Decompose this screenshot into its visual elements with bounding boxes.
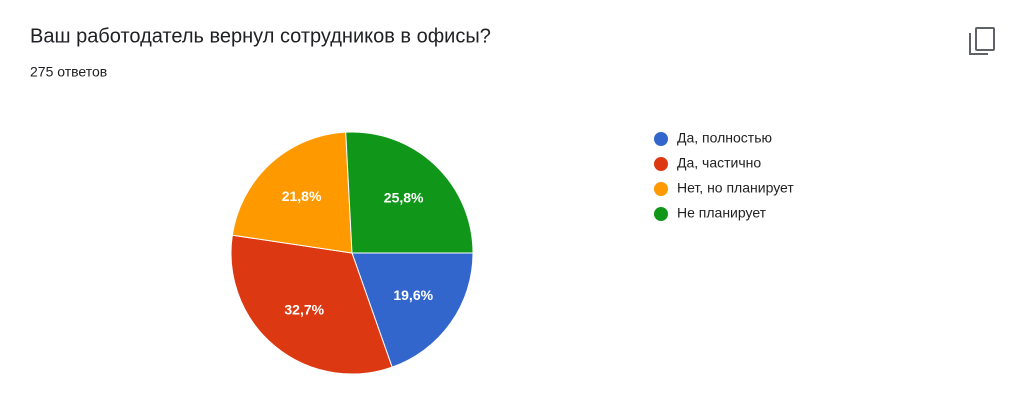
chart-subtitle: 275 ответов [30,64,107,80]
pie-slice [230,234,393,375]
slice-label: 32,7% [284,302,324,318]
legend-label: Да, частично [677,155,761,171]
legend-marker [654,132,668,146]
chart-title: Ваш работодатель вернул сотрудников в оф… [30,25,491,47]
slice-label: 25,8% [384,189,424,205]
slice-label: 19,6% [393,287,433,303]
slice-label: 21,8% [282,188,322,204]
legend-marker [654,157,668,171]
legend-label: Не планирует [677,205,767,221]
pie-slice [345,131,474,254]
legend-marker [654,182,668,196]
copy-icon[interactable] [969,27,995,55]
pie-slice [231,131,353,254]
legend-label: Да, полностью [677,130,772,146]
legend-label: Нет, но планирует [677,180,794,196]
legend-marker [654,207,668,221]
